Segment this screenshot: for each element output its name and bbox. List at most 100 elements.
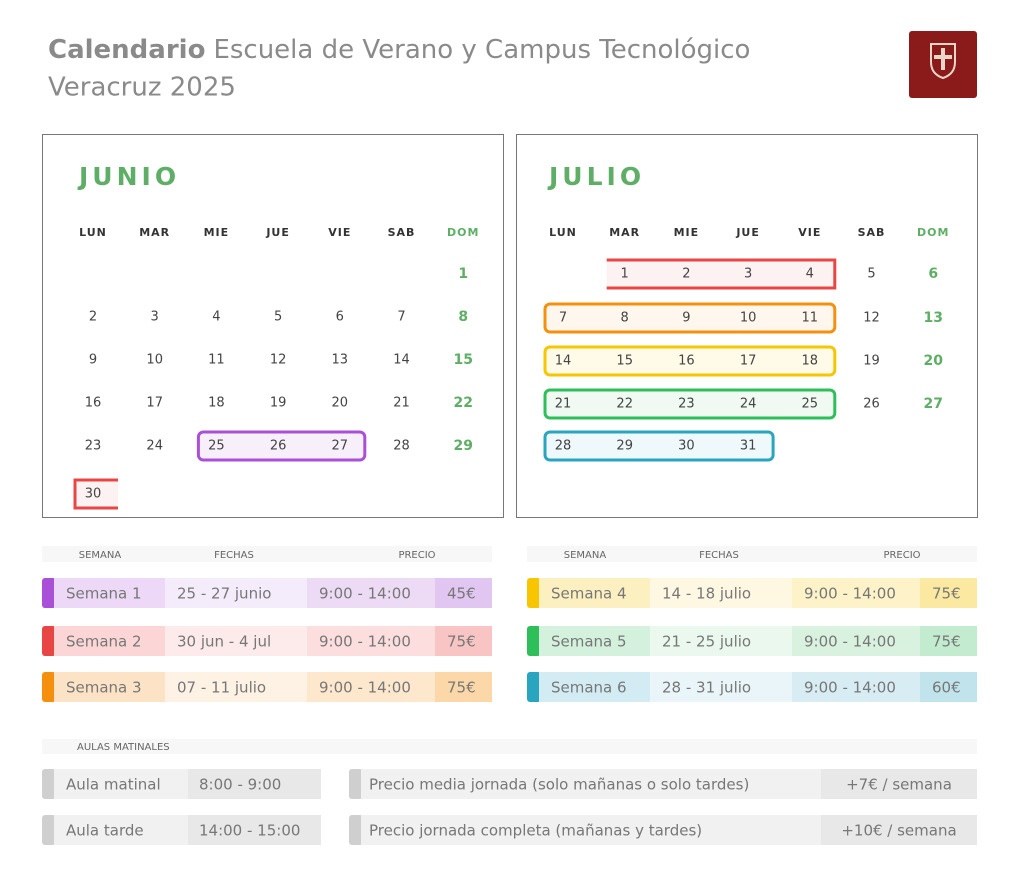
highlight-bg <box>75 480 118 508</box>
cell-bg <box>54 672 165 702</box>
cell-bg <box>435 626 492 656</box>
logo-shield <box>930 43 956 80</box>
cell-bg <box>307 672 435 702</box>
cell-text: 9:00 - 14:00 <box>319 633 411 651</box>
cell-text: 9:00 - 14:00 <box>804 679 896 697</box>
row-tab <box>349 815 363 845</box>
day: 12 <box>863 311 880 326</box>
cell-text: 75€ <box>447 679 476 697</box>
weekday: SAB <box>388 226 416 239</box>
day: 26 <box>270 439 287 454</box>
cell-text: Semana 3 <box>66 679 142 697</box>
cell-bg <box>307 578 435 608</box>
day: 2 <box>89 310 97 325</box>
day: 8 <box>621 311 629 326</box>
table-header: FECHAS <box>699 550 739 561</box>
weekday: VIE <box>798 226 821 239</box>
cell-text: Aula matinal <box>66 776 161 794</box>
aulas-header-bg <box>42 739 977 754</box>
cell-bg <box>792 626 920 656</box>
cell-bg <box>361 815 821 845</box>
cell-bg <box>188 815 321 845</box>
day: 31 <box>740 439 757 454</box>
cell-text: 9:00 - 14:00 <box>804 633 896 651</box>
day: 6 <box>928 266 938 282</box>
day: 30 <box>85 487 102 502</box>
cell-bg <box>650 626 792 656</box>
cell-bg <box>54 578 165 608</box>
cell-text: 30 jun - 4 jul <box>177 633 271 651</box>
day: 3 <box>151 310 159 325</box>
cell-bg <box>539 626 650 656</box>
cell-bg <box>650 578 792 608</box>
calendar-frame <box>516 134 978 518</box>
day: 7 <box>559 311 567 326</box>
day: 17 <box>740 354 757 369</box>
cell-bg <box>821 815 977 845</box>
highlight-frame <box>543 388 837 420</box>
table-header-bg <box>42 546 492 562</box>
highlight-bg <box>545 304 835 332</box>
table-header: SEMANA <box>564 550 607 561</box>
day: 1 <box>458 266 468 282</box>
highlight-bg <box>545 347 835 375</box>
table-header: PRECIO <box>883 550 920 561</box>
day: 18 <box>802 354 819 369</box>
cell-text: 07 - 11 julio <box>177 679 266 697</box>
weekday: JUE <box>735 226 760 239</box>
day: 28 <box>393 439 410 454</box>
highlight-frame <box>543 302 837 334</box>
highlight-bg <box>545 432 774 460</box>
highlight-frame <box>606 258 837 290</box>
day: 27 <box>332 439 349 454</box>
highlight-bg <box>198 432 365 460</box>
day: 15 <box>616 354 633 369</box>
cell-bg <box>650 672 792 702</box>
day: 7 <box>397 310 405 325</box>
day: 28 <box>555 439 572 454</box>
cell-bg <box>165 672 307 702</box>
cell-bg <box>792 672 920 702</box>
table-header: PRECIO <box>398 550 435 561</box>
cell-text: Precio media jornada (solo mañanas o sol… <box>369 776 749 794</box>
cell-text: +7€ / semana <box>846 776 952 794</box>
table-header: SEMANA <box>79 550 122 561</box>
day: 25 <box>802 397 819 412</box>
day: 5 <box>274 310 282 325</box>
table-header: FECHAS <box>214 550 254 561</box>
cell-bg <box>361 769 821 799</box>
weekday: LUN <box>79 226 107 239</box>
day: 9 <box>89 353 97 368</box>
title: Calendario Escuela de Verano y Campus Tec… <box>48 35 750 65</box>
cell-text: 75€ <box>932 633 961 651</box>
day: 5 <box>867 267 875 282</box>
day: 19 <box>270 396 287 411</box>
weekday: MIE <box>204 226 230 239</box>
cell-text: 75€ <box>932 585 961 603</box>
day: 16 <box>85 396 102 411</box>
day: 21 <box>555 397 572 412</box>
cell-text: Semana 6 <box>551 679 627 697</box>
day: 8 <box>458 309 468 325</box>
table-header-bg <box>527 546 977 562</box>
day: 30 <box>678 439 695 454</box>
row-tab <box>42 626 56 656</box>
row-tab <box>527 578 541 608</box>
cell-text: 9:00 - 14:00 <box>319 679 411 697</box>
cell-text: 25 - 27 junio <box>177 585 271 603</box>
cell-bg <box>920 672 977 702</box>
day: 13 <box>332 353 349 368</box>
cell-bg <box>165 626 307 656</box>
day: 4 <box>806 267 814 282</box>
day: 22 <box>616 397 633 412</box>
cell-bg <box>539 578 650 608</box>
row-tab <box>349 769 363 799</box>
day: 16 <box>678 354 695 369</box>
weekday: LUN <box>549 226 577 239</box>
cell-bg <box>792 578 920 608</box>
cell-text: Semana 4 <box>551 585 627 603</box>
highlight-bg <box>606 260 835 288</box>
cell-text: Semana 5 <box>551 633 627 651</box>
day: 15 <box>453 352 472 368</box>
cell-bg <box>188 769 321 799</box>
